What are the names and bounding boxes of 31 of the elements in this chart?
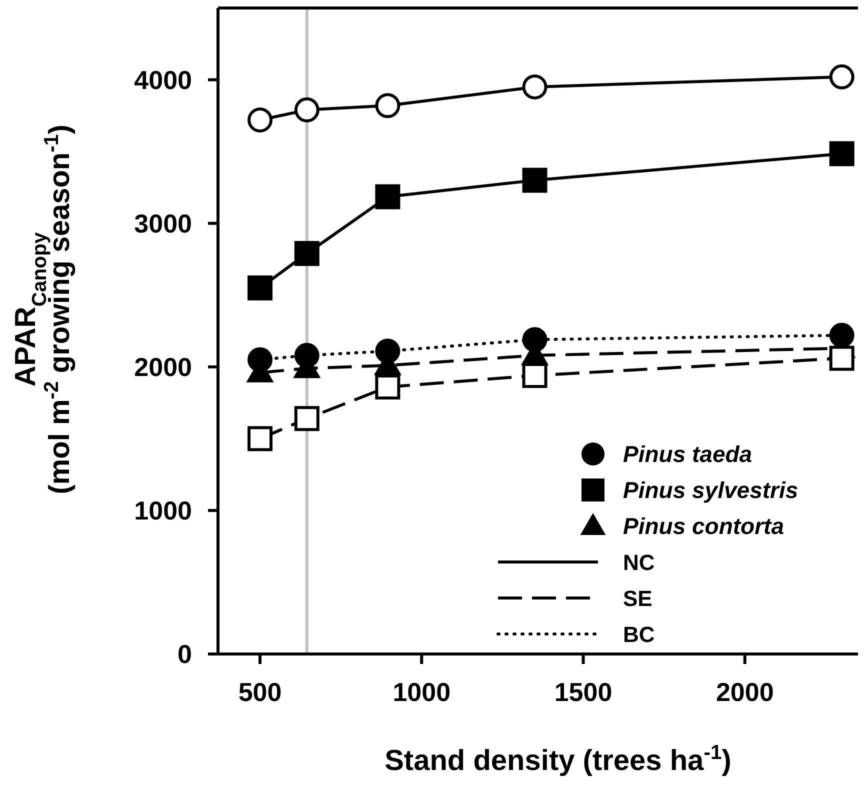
point xyxy=(248,275,273,300)
y-tick-label: 4000 xyxy=(134,64,192,95)
x-tick-label: 2000 xyxy=(716,677,774,707)
point xyxy=(829,64,854,90)
point xyxy=(522,363,548,388)
legend-label: NC xyxy=(623,550,655,575)
legend-label: BC xyxy=(623,622,655,647)
point xyxy=(522,74,548,100)
y-tick-label: 3000 xyxy=(134,208,192,238)
point xyxy=(294,406,320,432)
point xyxy=(375,184,400,210)
x-axis-title: Stand density (trees ha$^{-1}$) xyxy=(384,742,732,777)
point xyxy=(248,426,273,452)
y-tick-label: 0 xyxy=(178,639,192,669)
y-tick-label: 1000 xyxy=(134,495,192,526)
point xyxy=(829,346,854,371)
point xyxy=(294,240,320,266)
legend-label: Pinus sylvestris xyxy=(623,477,798,503)
x-tick-label: 500 xyxy=(238,677,282,707)
y-tick-label: 2000 xyxy=(134,352,192,382)
x-tick-label: 1000 xyxy=(392,677,451,707)
x-tick-label: 1500 xyxy=(554,677,612,707)
point xyxy=(248,107,273,132)
point xyxy=(375,374,400,400)
point xyxy=(375,93,400,118)
legend-label: Pinus taeda xyxy=(623,441,752,467)
legend-label: Pinus contorta xyxy=(623,513,784,539)
legend-label: SE xyxy=(623,586,652,611)
point xyxy=(294,97,320,122)
point xyxy=(829,141,854,166)
point xyxy=(522,168,548,193)
